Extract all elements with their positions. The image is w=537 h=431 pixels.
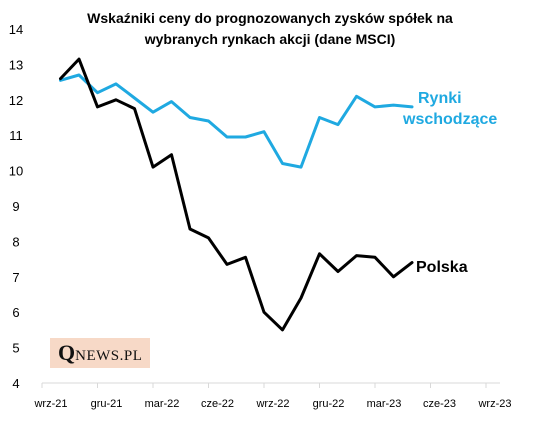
logo-text: NEWS.PL bbox=[75, 348, 143, 364]
label-rynki-wschodzace-line-2: wschodzące bbox=[402, 111, 497, 128]
x-axis: wrz-21 gru-21 mar-22 cze-22 wrz-22 gru-22 mar-… bbox=[33, 383, 512, 410]
x-tick-label: cze-22 bbox=[201, 398, 234, 410]
y-tick-label: 11 bbox=[9, 128, 23, 143]
logo-q: Q bbox=[58, 340, 76, 365]
watermark-background bbox=[50, 338, 150, 368]
qnews-logo: QNEWS.PL bbox=[58, 340, 142, 366]
label-polska: Polska bbox=[416, 259, 468, 276]
y-axis: 4 5 6 7 8 9 10 11 12 13 14 bbox=[9, 22, 23, 391]
y-tick-label: 8 bbox=[12, 234, 19, 249]
series-lines bbox=[59, 57, 414, 332]
chart-title-line-1: Wskaźniki ceny do prognozowanych zysków … bbox=[87, 10, 453, 26]
x-tick-label: cze-23 bbox=[423, 398, 456, 410]
y-tick-label: 12 bbox=[9, 93, 23, 108]
y-tick-label: 6 bbox=[12, 305, 19, 320]
x-tick-label: mar-23 bbox=[367, 398, 402, 410]
series-line-rynki-wschodzace bbox=[59, 73, 414, 169]
y-tick-label: 9 bbox=[12, 199, 19, 214]
y-tick-label: 13 bbox=[9, 57, 23, 72]
y-tick-label: 14 bbox=[9, 22, 23, 37]
x-tick-label: wrz-21 bbox=[33, 398, 67, 410]
series-line-polska bbox=[59, 57, 414, 332]
y-tick-label: 10 bbox=[9, 164, 23, 179]
x-tick-label: wrz-22 bbox=[255, 398, 289, 410]
y-tick-label: 4 bbox=[12, 376, 19, 391]
chart-title-line-2: wybranych rynkach akcji (dane MSCI) bbox=[144, 31, 396, 47]
chart-title: Wskaźniki ceny do prognozowanych zysków … bbox=[87, 10, 453, 47]
y-tick-label: 5 bbox=[12, 341, 19, 356]
x-tick-label: gru-22 bbox=[313, 398, 345, 410]
series-labels: Rynki wschodzące Polska bbox=[402, 90, 497, 276]
x-tick-label: mar-22 bbox=[145, 398, 180, 410]
label-rynki-wschodzace-line-1: Rynki bbox=[418, 90, 462, 107]
x-tick-label: wrz-23 bbox=[477, 398, 511, 410]
y-tick-label: 7 bbox=[12, 270, 19, 285]
x-tick-label: gru-21 bbox=[91, 398, 123, 410]
